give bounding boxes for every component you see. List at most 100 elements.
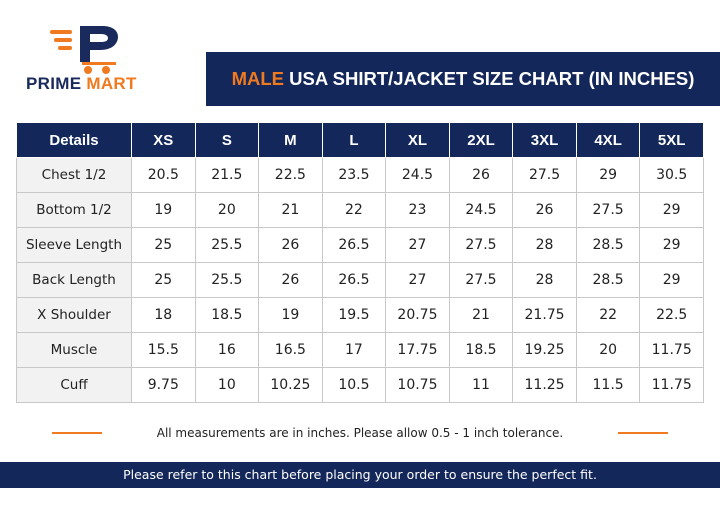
row-label: X Shoulder (16, 297, 132, 333)
column-header: XS (131, 122, 196, 158)
logo-wordmark: PRIME MART (26, 74, 137, 94)
column-header: L (321, 122, 387, 158)
table-cell: 30.5 (639, 157, 704, 193)
table-cell: 25 (131, 227, 196, 263)
table-cell: 10.5 (321, 367, 387, 403)
table-cell: 17 (321, 332, 387, 368)
table-cell: 29 (639, 227, 704, 263)
row-label: Muscle (16, 332, 132, 368)
column-header: 5XL (639, 122, 704, 158)
table-cell: 24.5 (385, 157, 450, 193)
table-cell: 18.5 (194, 297, 260, 333)
title-banner: MALE USA SHIRT/JACKET SIZE CHART (IN INC… (206, 52, 720, 106)
table-cell: 27.5 (448, 227, 514, 263)
table-cell: 26 (512, 192, 577, 228)
table-cell: 27 (385, 262, 450, 298)
row-label: Chest 1/2 (16, 157, 132, 193)
table-cell: 19 (258, 297, 323, 333)
table-cell: 9.75 (131, 367, 196, 403)
table-cell: 28.5 (575, 227, 641, 263)
table-row: Bottom 1/2 19 20 21 22 23 24.5 26 27.5 29 (16, 192, 704, 228)
table-cell: 25.5 (194, 227, 260, 263)
table-row: Cuff 9.75 10 10.25 10.5 10.75 11 11.25 11.5 11.75 (16, 367, 704, 403)
column-header: Details (16, 122, 132, 158)
table-cell: 22.5 (639, 297, 704, 333)
table-cell: 21 (258, 192, 323, 228)
footer-banner: Please refer to this chart before placin… (0, 462, 720, 488)
table-cell: 22 (575, 297, 641, 333)
table-row: Back Length 25 25.5 26 26.5 27 27.5 28 28.5 29 (16, 262, 704, 298)
table-cell: 19 (131, 192, 196, 228)
table-cell: 29 (639, 262, 704, 298)
table-cell: 20 (194, 192, 260, 228)
column-header: 2XL (448, 122, 514, 158)
table-cell: 24.5 (448, 192, 514, 228)
table-cell: 11 (448, 367, 514, 403)
table-row: Chest 1/2 20.5 21.5 22.5 23.5 24.5 26 27.5 29 30.… (16, 157, 704, 193)
table-cell: 23.5 (321, 157, 387, 193)
table-cell: 22 (321, 192, 387, 228)
row-label: Back Length (16, 262, 132, 298)
table-cell: 27.5 (512, 157, 577, 193)
table-cell: 21 (448, 297, 514, 333)
left-divider (52, 432, 102, 434)
table-cell: 26 (448, 157, 514, 193)
column-header: M (258, 122, 323, 158)
table-cell: 20 (575, 332, 641, 368)
table-cell: 21.75 (512, 297, 577, 333)
table-cell: 28.5 (575, 262, 641, 298)
table-cell: 11.75 (639, 367, 704, 403)
table-cell: 19.5 (321, 297, 387, 333)
table-row: X Shoulder 18 18.5 19 19.5 20.75 21 21.75 22 22.5 (16, 297, 704, 333)
cart-logo-icon (50, 26, 118, 74)
table-cell: 16 (194, 332, 260, 368)
column-header: XL (385, 122, 450, 158)
table-cell: 26 (258, 262, 323, 298)
table-cell: 25.5 (194, 262, 260, 298)
table-cell: 16.5 (258, 332, 323, 368)
table-cell: 17.75 (385, 332, 450, 368)
table-cell: 11.25 (512, 367, 577, 403)
table-cell: 27.5 (575, 192, 641, 228)
title-rest: USA SHIRT/JACKET SIZE CHART (IN INCHES) (283, 68, 695, 89)
row-label: Sleeve Length (16, 227, 132, 263)
column-header: S (194, 122, 260, 158)
table-cell: 15.5 (131, 332, 196, 368)
table-cell: 10.75 (385, 367, 450, 403)
table-cell: 18.5 (448, 332, 514, 368)
logo-word-mart: MART (86, 74, 137, 93)
column-header: 4XL (575, 122, 641, 158)
logo-word-prime: PRIME (26, 74, 82, 93)
table-cell: 26.5 (321, 227, 387, 263)
table-cell: 18 (131, 297, 196, 333)
table-row: Muscle 15.5 16 16.5 17 17.75 18.5 19.25 20 11.75 (16, 332, 704, 368)
right-divider (618, 432, 668, 434)
table-header-row: Details XS S M L XL 2XL 3XL 4XL 5XL (16, 122, 704, 158)
row-label: Cuff (16, 367, 132, 403)
size-chart-table: Details XS S M L XL 2XL 3XL 4XL 5XL Ches… (16, 122, 704, 403)
table-cell: 28 (512, 227, 577, 263)
column-header: 3XL (512, 122, 577, 158)
table-cell: 29 (639, 192, 704, 228)
table-cell: 28 (512, 262, 577, 298)
table-cell: 29 (575, 157, 641, 193)
row-label: Bottom 1/2 (16, 192, 132, 228)
table-cell: 27 (385, 227, 450, 263)
table-cell: 20.5 (131, 157, 196, 193)
table-cell: 25 (131, 262, 196, 298)
table-cell: 10.25 (258, 367, 323, 403)
brand-logo: PRIME MART (22, 18, 162, 98)
table-cell: 11.75 (639, 332, 704, 368)
table-cell: 22.5 (258, 157, 323, 193)
table-cell: 10 (194, 367, 260, 403)
table-cell: 11.5 (575, 367, 641, 403)
table-cell: 26 (258, 227, 323, 263)
table-row: Sleeve Length 25 25.5 26 26.5 27 27.5 28 28.5 29 (16, 227, 704, 263)
table-cell: 27.5 (448, 262, 514, 298)
table-cell: 23 (385, 192, 450, 228)
title-accent: MALE (231, 68, 284, 89)
table-cell: 21.5 (194, 157, 260, 193)
page-title: MALE USA SHIRT/JACKET SIZE CHART (IN INC… (232, 68, 695, 90)
table-cell: 20.75 (385, 297, 450, 333)
table-cell: 26.5 (321, 262, 387, 298)
